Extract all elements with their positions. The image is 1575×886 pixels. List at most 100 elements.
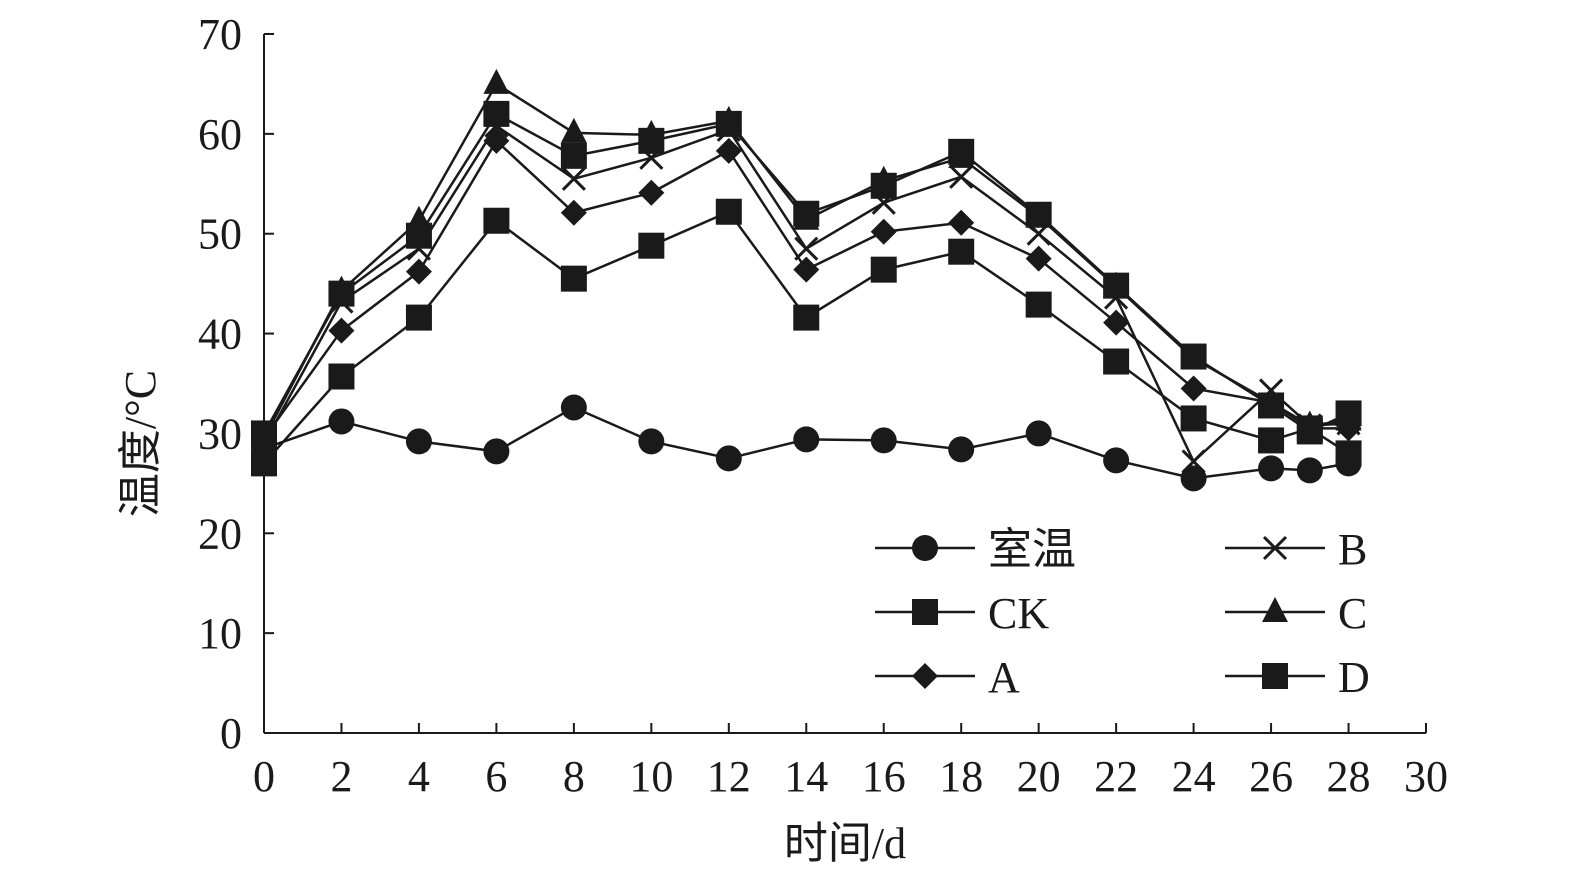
legend-label: B	[1338, 525, 1367, 574]
data-point	[948, 238, 975, 265]
data-point	[1180, 465, 1207, 492]
data-point	[1103, 348, 1130, 375]
data-point	[405, 428, 432, 455]
x-tick-label: 26	[1249, 752, 1293, 801]
data-point	[1103, 309, 1130, 336]
x-tick-label: 14	[784, 752, 828, 801]
data-point	[793, 256, 820, 283]
x-marker-stroke	[561, 166, 586, 191]
data-point	[483, 438, 510, 465]
series-2	[251, 198, 1362, 477]
x-marker-stroke	[949, 164, 974, 189]
series-line	[263, 210, 1350, 465]
data-point	[948, 436, 975, 463]
data-point	[948, 138, 975, 165]
data-point	[1025, 245, 1052, 272]
legend-item: 室温	[875, 525, 1076, 574]
data-point	[328, 317, 355, 344]
data-point	[948, 209, 975, 236]
legend: 室温 CK A BCD	[875, 525, 1370, 702]
data-point	[638, 232, 665, 259]
data-point	[1181, 449, 1206, 474]
data-point	[1180, 343, 1207, 370]
data-point	[1335, 440, 1362, 467]
data-point	[405, 304, 432, 331]
data-point	[1258, 427, 1285, 454]
data-point	[483, 100, 510, 127]
series-line	[262, 124, 1349, 464]
data-point	[1025, 291, 1052, 318]
data-point	[560, 265, 587, 292]
data-point	[793, 304, 820, 331]
x-tick-label: 2	[330, 752, 352, 801]
y-tick-label: 40	[198, 310, 242, 359]
data-point	[1103, 447, 1130, 474]
legend-item: CK	[875, 589, 1049, 638]
data-point	[483, 68, 510, 94]
y-tick-label: 60	[198, 110, 242, 159]
legend-label: A	[988, 653, 1020, 702]
data-point	[328, 280, 355, 307]
legend-marker	[1262, 535, 1288, 561]
legend-item: A	[875, 653, 1020, 702]
data-point	[715, 110, 742, 137]
y-tick-label: 30	[198, 409, 242, 458]
x-tick-label: 16	[862, 752, 906, 801]
x-tick-label: 20	[1017, 752, 1061, 801]
data-point	[1335, 400, 1362, 427]
x-tick-label: 4	[408, 752, 430, 801]
legend-marker	[912, 599, 938, 625]
x-marker-stroke	[794, 236, 819, 261]
data-point	[483, 127, 510, 154]
data-point	[949, 164, 974, 189]
data-point	[715, 137, 742, 164]
series-line	[262, 112, 1350, 435]
series-layer	[251, 68, 1362, 492]
data-point	[870, 172, 897, 199]
x-tick-label: 18	[939, 752, 983, 801]
legend-marker	[1262, 597, 1288, 622]
x-tick-label: 22	[1094, 752, 1138, 801]
data-point	[638, 428, 665, 455]
legend-label: CK	[988, 589, 1049, 638]
data-point	[1258, 392, 1285, 419]
data-point	[560, 142, 587, 169]
legend-item: C	[1225, 589, 1367, 638]
x-tick-label: 12	[707, 752, 751, 801]
legend-item: B	[1225, 525, 1367, 574]
data-point	[870, 427, 897, 454]
legend-marker	[912, 535, 938, 561]
y-tick-label: 20	[198, 509, 242, 558]
data-point	[715, 445, 742, 472]
data-point	[405, 222, 432, 249]
data-point	[1296, 418, 1323, 445]
data-point	[483, 207, 510, 234]
x-tick-label: 24	[1172, 752, 1216, 801]
y-tick-label: 70	[198, 10, 242, 59]
data-point	[560, 117, 587, 143]
data-point	[1258, 455, 1285, 482]
x-tick-label: 10	[629, 752, 673, 801]
y-tick-label: 0	[220, 709, 242, 758]
legend-label: C	[1338, 589, 1367, 638]
data-point	[870, 218, 897, 245]
series-line	[263, 406, 1349, 480]
data-point	[1180, 405, 1207, 432]
legend-marker	[912, 663, 938, 689]
x-tick-label: 8	[563, 752, 585, 801]
data-point	[560, 394, 587, 421]
data-point	[1103, 272, 1130, 299]
data-point	[638, 127, 665, 154]
series-line	[262, 138, 1349, 440]
legend-label: D	[1338, 653, 1370, 702]
data-point	[1296, 457, 1323, 484]
data-point	[794, 236, 819, 261]
data-point	[1180, 375, 1207, 402]
data-point	[560, 199, 587, 226]
y-axis-title: 温度/°C	[116, 370, 165, 517]
y-tick-label: 10	[198, 609, 242, 658]
y-tick-label: 50	[198, 210, 242, 259]
